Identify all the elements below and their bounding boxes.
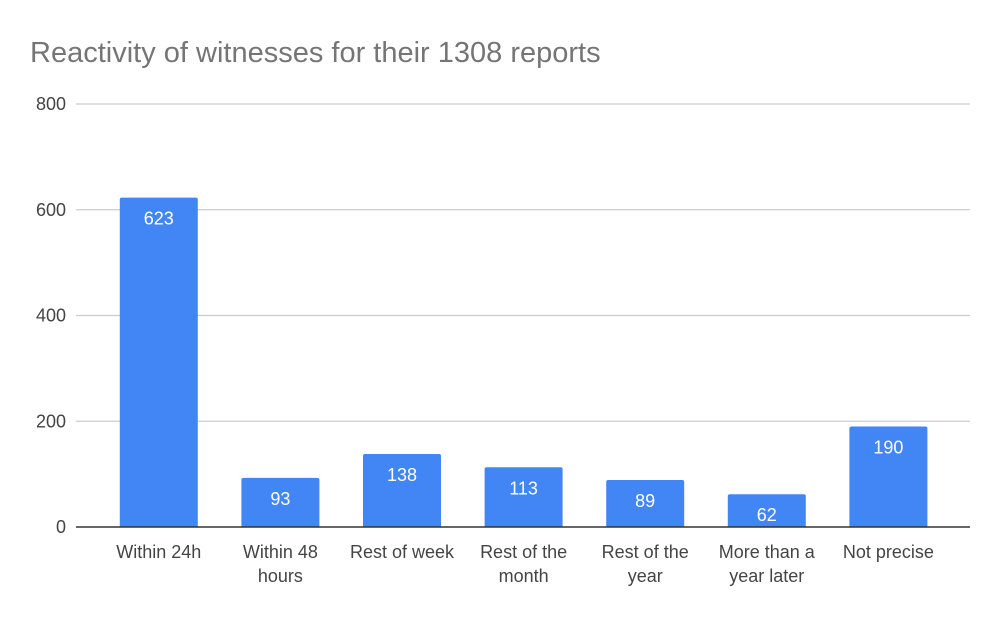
x-tick-label: Within 24h (116, 542, 201, 562)
x-tick-label: Rest of the year (602, 542, 689, 586)
y-tick-label: 0 (56, 517, 66, 537)
x-tick-label-line: year (628, 566, 663, 586)
x-tick-label-line: Rest of the (480, 542, 567, 562)
x-tick-label-line: Within 48 (243, 542, 318, 562)
y-tick-label: 600 (36, 200, 66, 220)
x-tick-label-line: Rest of the (602, 542, 689, 562)
x-tick-label: Rest of week (350, 542, 455, 562)
data-label: 113 (509, 478, 538, 498)
y-tick-label: 200 (36, 411, 66, 431)
data-labels: 623 93 138 113 89 62 190 (144, 209, 904, 526)
x-tick-label: Within 48 hours (243, 542, 318, 586)
bar (727, 494, 806, 527)
x-tick-label: Not precise (843, 542, 934, 562)
x-axis-ticks: Within 24h Within 48 hours Rest of week Rest… (116, 542, 934, 586)
y-tick-label: 800 (36, 94, 66, 114)
x-tick-label: Rest of the month (480, 542, 567, 586)
bar (363, 454, 441, 527)
gridlines (76, 103, 970, 422)
bar (849, 426, 928, 527)
x-tick-label-line: Not precise (843, 542, 934, 562)
data-label: 190 (873, 438, 903, 458)
x-tick-label-line: More than a (719, 542, 816, 562)
x-tick-label-line: month (499, 566, 549, 586)
data-label: 62 (757, 505, 777, 525)
data-label: 93 (270, 489, 290, 509)
y-tick-label: 400 (36, 306, 66, 326)
data-label: 623 (144, 209, 174, 229)
chart-title: Reactivity of witnesses for their 1308 r… (30, 37, 601, 69)
x-tick-label-line: hours (258, 566, 303, 586)
data-label: 89 (635, 491, 655, 511)
bar (119, 197, 198, 527)
y-axis-ticks: 0 200 400 600 800 (36, 94, 66, 537)
data-label: 138 (387, 465, 417, 485)
bars (119, 197, 928, 527)
x-tick-label-line: year later (729, 566, 804, 586)
bar (484, 467, 563, 527)
x-tick-label-line: Rest of week (350, 542, 455, 562)
x-tick-label-line: Within 24h (116, 542, 201, 562)
x-tick-label: More than a year later (719, 542, 816, 586)
bar (606, 479, 685, 527)
bar (241, 477, 320, 527)
